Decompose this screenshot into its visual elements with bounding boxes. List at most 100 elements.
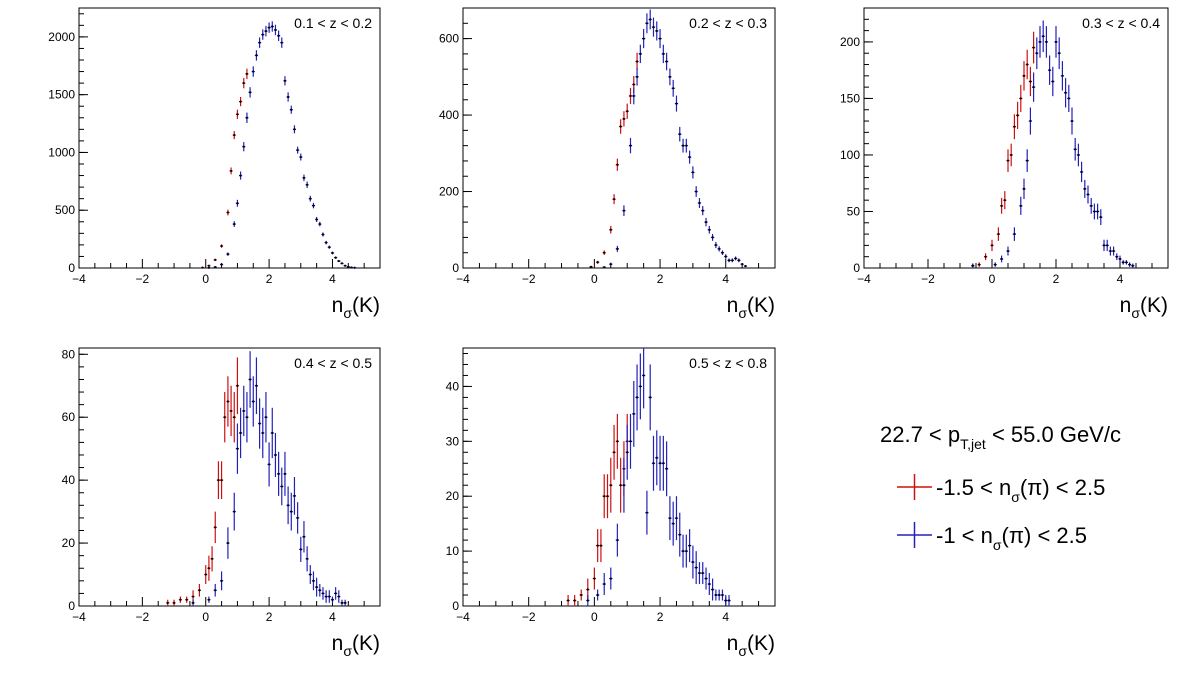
- data-point: [625, 424, 629, 480]
- data-point: [273, 24, 278, 36]
- data-point: [219, 571, 224, 591]
- data-point: [178, 596, 182, 603]
- data-point: [245, 392, 249, 443]
- data-point: [687, 150, 692, 164]
- series-red: [166, 357, 240, 606]
- chart-panel-2: −4 −2 0 2 4 0 200 400 600 0.2 < z < 0.3 nσ(K): [439, 7, 776, 321]
- data-point: [645, 13, 649, 34]
- y-tick-label: 0: [452, 261, 459, 275]
- data-point: [596, 260, 600, 264]
- x-tick-label: −2: [921, 272, 935, 286]
- data-point: [229, 167, 233, 175]
- x-tick-label: 0: [202, 272, 209, 286]
- data-point: [1080, 161, 1084, 183]
- data-point: [315, 216, 319, 223]
- data-point: [172, 599, 176, 606]
- data-point: [1076, 143, 1080, 167]
- x-axis-label: nσ(K): [332, 632, 380, 659]
- data-point: [707, 225, 711, 234]
- panel-title: 0.2 < z < 0.3: [689, 15, 767, 31]
- data-point: [353, 266, 357, 269]
- data-point: [704, 217, 708, 227]
- data-point: [1048, 55, 1052, 85]
- x-tick-label: 0: [202, 610, 209, 624]
- data-point: [1022, 178, 1026, 200]
- x-tick-label: 0: [591, 272, 598, 286]
- data-point: [340, 262, 344, 265]
- data-point: [245, 112, 249, 123]
- series-red: [589, 52, 639, 268]
- data-point: [684, 534, 688, 568]
- data-point: [573, 595, 577, 606]
- data-point: [668, 496, 672, 541]
- legend-entry: -1 < nσ(π) < 2.5: [897, 522, 1087, 553]
- data-point: [1112, 246, 1116, 256]
- data-point: [996, 227, 1000, 241]
- data-point: [622, 205, 626, 216]
- data-point: [1035, 37, 1039, 70]
- data-point: [1016, 101, 1020, 129]
- data-point: [283, 76, 287, 86]
- panel-title: 0.5 < z < 0.8: [689, 355, 767, 371]
- y-tick-label: 0: [452, 599, 459, 613]
- data-point: [289, 105, 293, 114]
- data-point: [343, 264, 347, 267]
- data-point: [599, 529, 603, 563]
- data-point: [674, 496, 679, 541]
- x-tick-label: −4: [72, 610, 86, 624]
- data-point: [609, 567, 613, 590]
- data-point: [226, 527, 230, 559]
- x-axis-label: nσ(K): [1120, 294, 1168, 321]
- data-point: [697, 562, 702, 585]
- y-tick-label: 20: [446, 489, 460, 503]
- data-point: [701, 206, 705, 216]
- x-tick-label: −2: [522, 272, 536, 286]
- x-tick-label: 4: [722, 272, 729, 286]
- series-red: [200, 68, 249, 269]
- data-point: [296, 146, 300, 154]
- data-point: [343, 599, 347, 606]
- data-point: [697, 198, 702, 208]
- data-point: [1057, 37, 1061, 70]
- data-point: [334, 587, 338, 600]
- data-point: [1006, 149, 1010, 172]
- data-point: [1025, 49, 1029, 80]
- data-point: [619, 119, 623, 134]
- data-point: [1099, 209, 1103, 226]
- x-tick-label: 4: [329, 272, 336, 286]
- data-point: [334, 256, 338, 259]
- data-point: [254, 50, 259, 61]
- data-point: [612, 424, 616, 480]
- data-point: [658, 435, 662, 491]
- data-point: [1019, 84, 1023, 112]
- y-tick-label: 20: [62, 536, 76, 550]
- data-point: [213, 511, 217, 544]
- data-point: [1070, 107, 1074, 135]
- data-point: [635, 364, 639, 431]
- series-blue: [191, 351, 347, 606]
- y-tick-label: 1000: [48, 145, 75, 159]
- data-point: [1089, 197, 1093, 214]
- data-point: [226, 376, 230, 427]
- y-tick-label: 2000: [48, 30, 75, 44]
- data-point: [213, 583, 217, 597]
- data-point: [1022, 61, 1026, 91]
- data-point: [251, 66, 255, 77]
- y-tick-label: 100: [840, 148, 860, 162]
- data-point: [308, 565, 312, 584]
- data-point: [1012, 114, 1016, 140]
- data-point: [239, 96, 243, 107]
- series-blue: [207, 21, 357, 269]
- data-point: [678, 126, 682, 142]
- data-point: [337, 590, 341, 603]
- data-point: [707, 573, 711, 596]
- data-point: [681, 534, 685, 568]
- data-point: [638, 44, 642, 64]
- data-point: [305, 181, 309, 189]
- data-point: [229, 385, 233, 437]
- data-point: [166, 599, 170, 606]
- data-point: [632, 380, 636, 447]
- data-point: [1000, 197, 1004, 214]
- data-point: [678, 512, 682, 557]
- data-point: [1051, 66, 1055, 97]
